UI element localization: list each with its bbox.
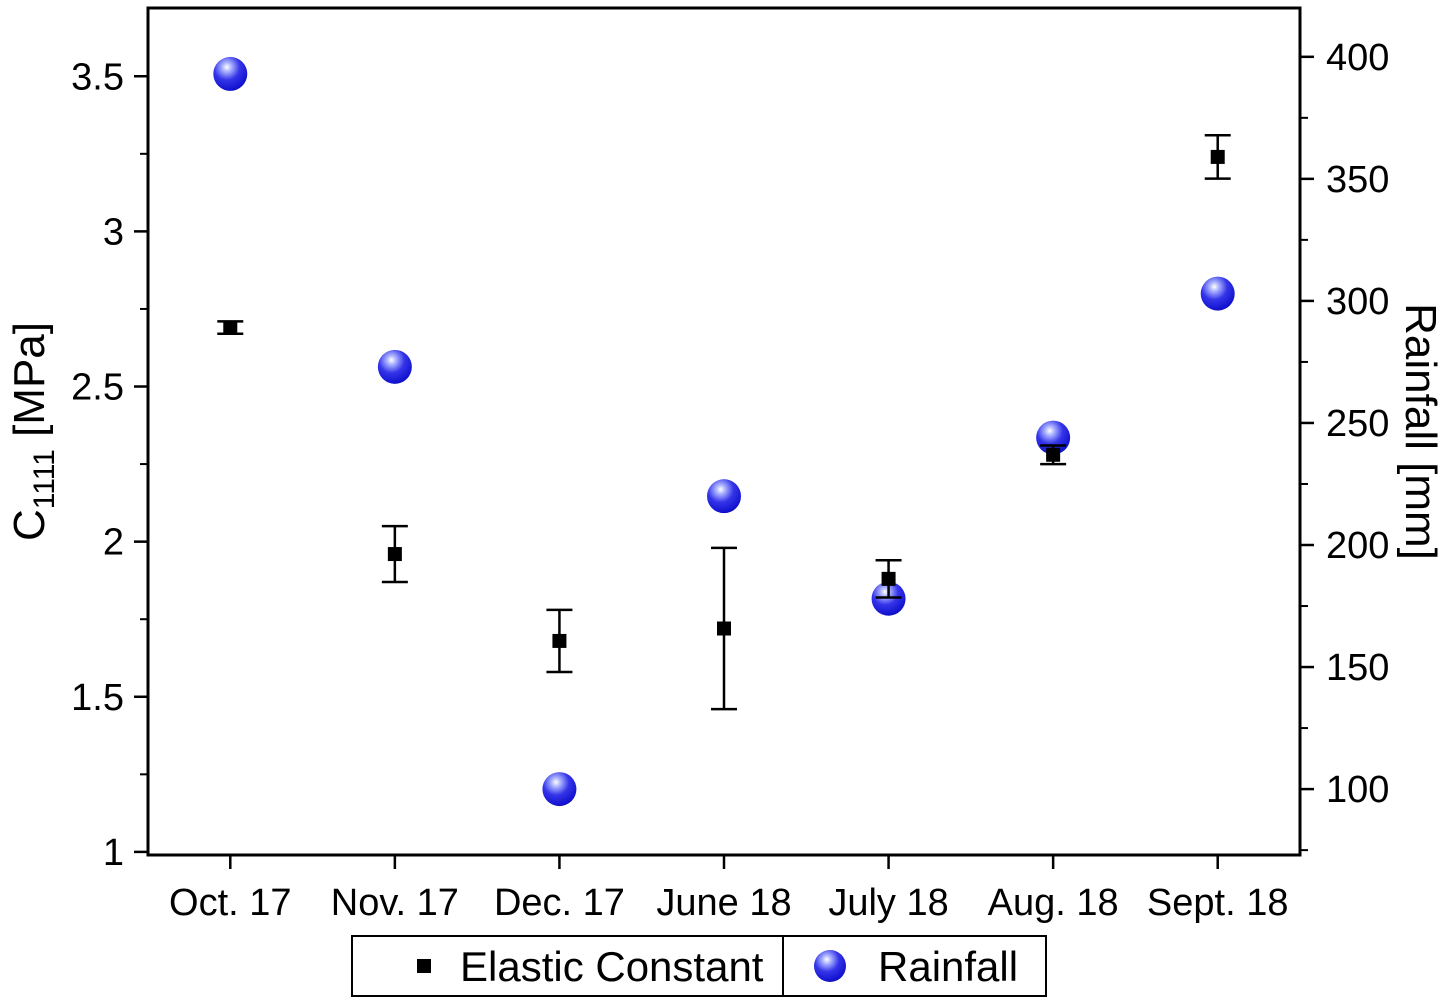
right-axis-tick-label: 200 [1326,525,1389,567]
elastic-constant-point [1046,447,1061,462]
right-axis-tick-label: 150 [1326,647,1389,689]
x-axis-category-label: June 18 [656,882,791,924]
legend-label-elastic-constant: Elastic Constant [460,943,764,990]
legend-square-marker-icon [417,959,431,973]
legend-label-rainfall: Rainfall [878,943,1018,990]
right-axis-tick-label: 400 [1326,37,1389,79]
x-axis-category-label: Aug. 18 [988,882,1119,924]
x-axis-category-label: Sept. 18 [1147,882,1289,924]
elastic-constant-point [1210,149,1225,164]
x-axis-category-label: Oct. 17 [169,882,292,924]
rainfall-point [377,349,412,384]
elastic-constant-point [387,547,402,562]
x-axis-category-label: Dec. 17 [494,882,625,924]
elastic-constant-point [552,633,567,648]
rainfall-point [1200,276,1235,311]
left-axis-tick-label: 2 [103,522,124,564]
elastic-constant-point [223,320,238,335]
left-axis-tick-label: 1.5 [71,677,124,719]
left-axis-tick-label: 3 [103,211,124,253]
elastic-constant-point [881,571,896,586]
rainfall-point [707,479,741,514]
right-axis-tick-label: 100 [1326,769,1389,811]
elastic-constant-point [717,621,731,636]
left-axis-tick-label: 3.5 [71,56,124,98]
left-axis-title: C1111 [MPa] [5,322,61,541]
x-axis-category-label: July 18 [828,882,948,924]
x-axis-category-label: Nov. 17 [331,882,459,924]
left-axis-tick-label: 2.5 [71,367,124,409]
plot-frame [146,6,1302,857]
rainfall-point [213,56,248,91]
left-axis-tick-label: 1 [103,832,124,874]
right-axis-tick-label: 300 [1326,281,1389,323]
right-axis-tick-label: 350 [1326,159,1389,201]
legend-box [351,935,1047,997]
right-axis-tick-label: 250 [1326,403,1389,445]
legend-sphere-marker-icon [814,950,846,982]
right-axis-title: Rainfall [mm] [1396,303,1445,560]
rainfall-point [542,772,577,807]
